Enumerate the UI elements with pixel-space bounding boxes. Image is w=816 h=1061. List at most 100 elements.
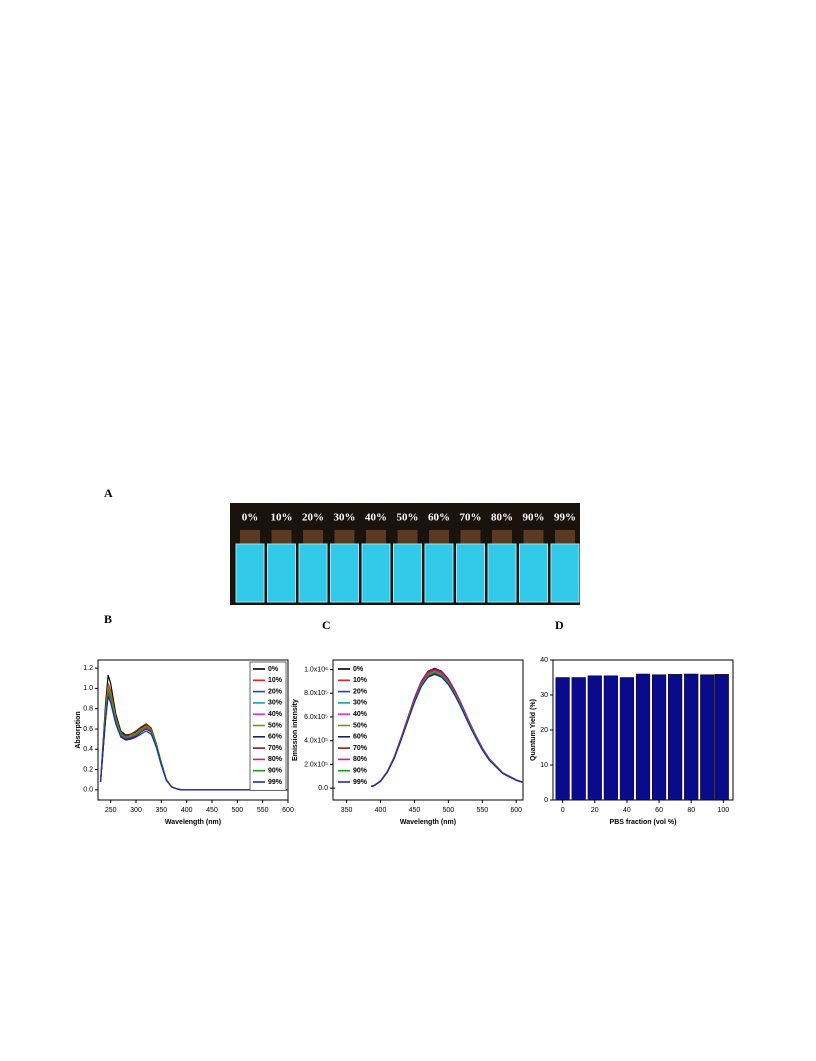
vial-label: 99% <box>554 512 576 524</box>
x-tick-label: 600 <box>282 807 294 814</box>
x-tick-label: 20 <box>591 807 599 814</box>
plot-frame <box>97 659 289 801</box>
y-tick-label: 1.0x10⁶ <box>304 666 328 673</box>
y-tick-label: 2.0x10⁵ <box>304 761 328 768</box>
vial-label: 40% <box>365 512 387 524</box>
vial-label: 0% <box>242 512 259 524</box>
bar <box>555 677 570 801</box>
bar <box>668 674 683 801</box>
vial-cap <box>271 530 292 544</box>
x-tick-label: 350 <box>341 807 353 814</box>
legend-label: 40% <box>353 711 368 718</box>
line <box>99 696 288 791</box>
y-tick-label: 0.0 <box>318 785 328 792</box>
vial <box>298 543 328 603</box>
y-tick-label: 4.0x10⁵ <box>304 738 328 745</box>
y-axis-label: Quantum Yield (%) <box>530 699 537 761</box>
x-axis-label: PBS fraction (vol %) <box>610 819 677 826</box>
vial <box>235 543 265 603</box>
vial-cap <box>397 530 418 544</box>
x-tick-label: 600 <box>510 807 522 814</box>
vial-cap <box>334 530 355 544</box>
x-tick-label: 500 <box>443 807 455 814</box>
x-tick-label: 80 <box>687 807 695 814</box>
x-tick-label: 250 <box>105 807 117 814</box>
vial-label: 50% <box>397 512 419 524</box>
legend-label: 90% <box>268 768 283 775</box>
y-tick-label: 10 <box>540 762 548 769</box>
bar <box>700 674 715 801</box>
x-tick-label: 450 <box>409 807 421 814</box>
vial <box>330 543 359 603</box>
vial-label: 60% <box>428 512 450 524</box>
vial-cap <box>555 530 575 544</box>
legend-label: 30% <box>353 700 368 707</box>
y-tick-label: 0.8 <box>83 706 93 713</box>
bar <box>651 674 667 801</box>
vial-cap <box>492 530 512 544</box>
legend-label: 99% <box>268 779 283 786</box>
y-axis-label: Emission intensity <box>292 699 299 761</box>
vial <box>361 543 391 603</box>
y-tick-label: 6.0x10⁵ <box>304 714 328 721</box>
vial-label: 80% <box>491 512 513 524</box>
vial <box>424 543 454 603</box>
x-tick-label: 500 <box>231 807 243 814</box>
vial <box>393 543 422 603</box>
vial-cap <box>460 530 481 544</box>
legend-label: 90% <box>353 768 368 775</box>
vial-cap <box>366 530 386 544</box>
vial <box>487 543 517 603</box>
vial-cap <box>523 530 544 544</box>
legend-label: 60% <box>353 734 368 741</box>
bar <box>714 674 729 801</box>
vial <box>267 543 296 603</box>
legend-label: 99% <box>353 779 368 786</box>
vial <box>519 543 548 603</box>
y-tick-label: 1.2 <box>83 665 93 672</box>
vial-label: 70% <box>460 512 482 524</box>
legend-label: 50% <box>353 722 368 729</box>
legend-label: 80% <box>353 756 368 763</box>
legend-label: 80% <box>268 756 283 763</box>
y-tick-label: 0 <box>544 797 548 804</box>
legend-label: 0% <box>353 666 364 673</box>
y-tick-label: 0.6 <box>83 726 93 733</box>
vial <box>456 543 485 603</box>
x-tick-label: 450 <box>206 807 218 814</box>
legend-label: 10% <box>268 677 283 684</box>
x-tick-label: 0 <box>561 807 565 814</box>
legend-label: 70% <box>353 745 368 752</box>
legend-label: 30% <box>268 700 283 707</box>
legend-label: 50% <box>268 722 283 729</box>
panel-label: D <box>555 618 564 632</box>
bar <box>603 675 618 801</box>
x-tick-label: 350 <box>155 807 167 814</box>
legend-label: 0% <box>268 666 279 673</box>
legend-label: 10% <box>353 677 368 684</box>
legend-label: 70% <box>268 745 283 752</box>
legend-label: 60% <box>268 734 283 741</box>
x-tick-label: 400 <box>181 807 193 814</box>
y-tick-label: 0.0 <box>83 787 93 794</box>
line <box>333 673 524 789</box>
vial-label: 20% <box>302 512 324 524</box>
x-tick-label: 550 <box>476 807 488 814</box>
x-tick-label: 400 <box>375 807 387 814</box>
vial-label: 10% <box>271 512 293 524</box>
y-tick-label: 0.2 <box>83 766 93 773</box>
panel-label: C <box>322 618 331 632</box>
x-tick-label: 60 <box>655 807 663 814</box>
y-tick-label: 0.4 <box>83 746 93 753</box>
legend-label: 20% <box>268 688 283 695</box>
y-tick-label: 20 <box>540 727 548 734</box>
y-tick-label: 8.0x10⁵ <box>304 690 328 697</box>
vial-label: 90% <box>523 512 545 524</box>
x-tick-label: 300 <box>130 807 142 814</box>
y-tick-label: 30 <box>540 692 548 699</box>
y-axis-label: Absorption <box>75 711 82 748</box>
x-tick-label: 550 <box>257 807 269 814</box>
bar <box>684 673 699 801</box>
vial-cap <box>429 530 449 544</box>
